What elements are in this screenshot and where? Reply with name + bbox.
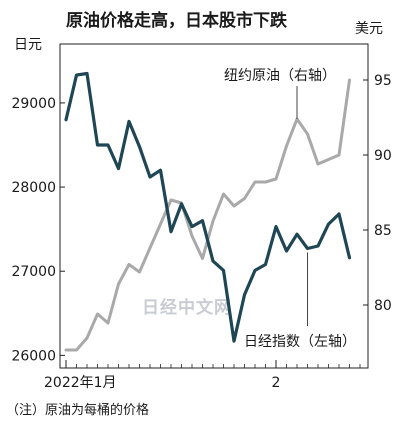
left-axis-ticks: 26000 27000 28000 29000 bbox=[11, 96, 65, 364]
x-axis-labels: 2022年1月 2 bbox=[44, 360, 280, 391]
right-tick-label: 95 bbox=[374, 73, 392, 89]
right-tick-label: 85 bbox=[374, 223, 392, 239]
watermark-text: 日经中文网 bbox=[142, 297, 232, 318]
footnote: （注）原油为每桶的价格 bbox=[6, 402, 149, 418]
right-axis-ticks: 80 85 90 95 bbox=[363, 73, 392, 314]
nikkei-series-line bbox=[64, 71, 352, 343]
series-labels: 纽约原油（右轴） 日经指数（左轴） bbox=[224, 68, 356, 350]
right-tick-label: 90 bbox=[374, 148, 392, 164]
nikkei-series-label: 日经指数（左轴） bbox=[244, 334, 356, 350]
oil-series-label: 纽约原油（右轴） bbox=[224, 68, 336, 84]
right-axis-unit: 美元 bbox=[355, 21, 383, 37]
left-tick-label: 28000 bbox=[11, 180, 56, 196]
left-axis-unit: 日元 bbox=[14, 37, 42, 53]
left-tick-label: 29000 bbox=[11, 96, 56, 112]
right-tick-label: 80 bbox=[374, 298, 392, 314]
x-tick-label: 2 bbox=[272, 375, 281, 391]
plot-frame bbox=[59, 43, 369, 369]
left-tick-label: 27000 bbox=[11, 264, 56, 280]
x-tick-label: 2022年1月 bbox=[44, 375, 117, 391]
series-layer bbox=[64, 71, 352, 352]
left-tick-label: 26000 bbox=[11, 348, 56, 364]
chart-title: 原油价格走高，日本股市下跌 bbox=[66, 10, 288, 31]
x-tick-marks bbox=[65, 364, 361, 368]
